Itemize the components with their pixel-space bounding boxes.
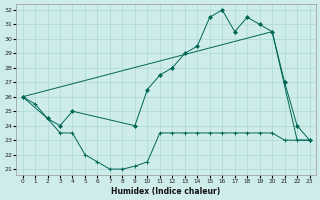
X-axis label: Humidex (Indice chaleur): Humidex (Indice chaleur) bbox=[111, 187, 221, 196]
